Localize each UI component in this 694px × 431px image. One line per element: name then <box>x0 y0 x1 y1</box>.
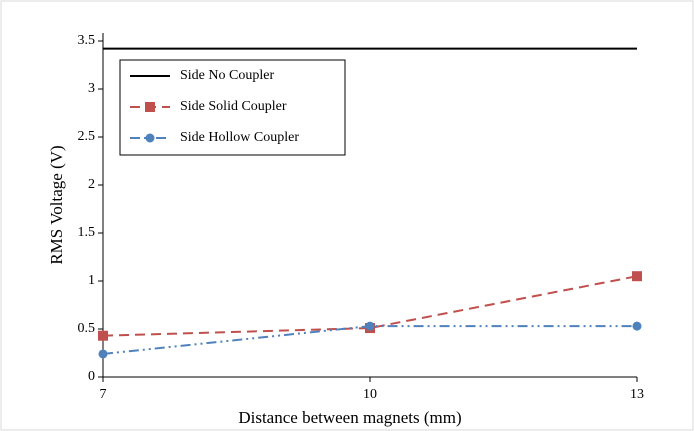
x-axis-label: Distance between magnets (mm) <box>238 408 461 427</box>
x-tick-label: 7 <box>100 387 107 402</box>
marker <box>632 271 642 282</box>
y-tick-label: 1 <box>88 273 95 288</box>
y-tick-label: 2.5 <box>78 129 96 144</box>
legend-label: Side No Coupler <box>180 68 274 83</box>
y-tick-label: 0 <box>88 369 95 384</box>
y-tick-label: 1.5 <box>78 225 96 240</box>
y-tick-label: 0.5 <box>78 321 96 336</box>
marker <box>98 330 108 341</box>
y-tick-label: 3.5 <box>78 33 96 48</box>
marker <box>632 321 642 331</box>
x-tick-label: 10 <box>363 387 377 402</box>
series-line <box>102 275 638 337</box>
x-tick-label: 13 <box>630 387 644 402</box>
marker <box>98 349 108 359</box>
y-tick-label: 2 <box>88 177 95 192</box>
marker <box>145 102 155 112</box>
marker <box>145 133 155 143</box>
marker <box>365 321 375 331</box>
legend-label: Side Solid Coupler <box>180 99 287 114</box>
y-tick-label: 3 <box>88 81 95 96</box>
legend-label: Side Hollow Coupler <box>180 130 299 145</box>
y-axis-label: RMS Voltage (V) <box>47 145 66 264</box>
